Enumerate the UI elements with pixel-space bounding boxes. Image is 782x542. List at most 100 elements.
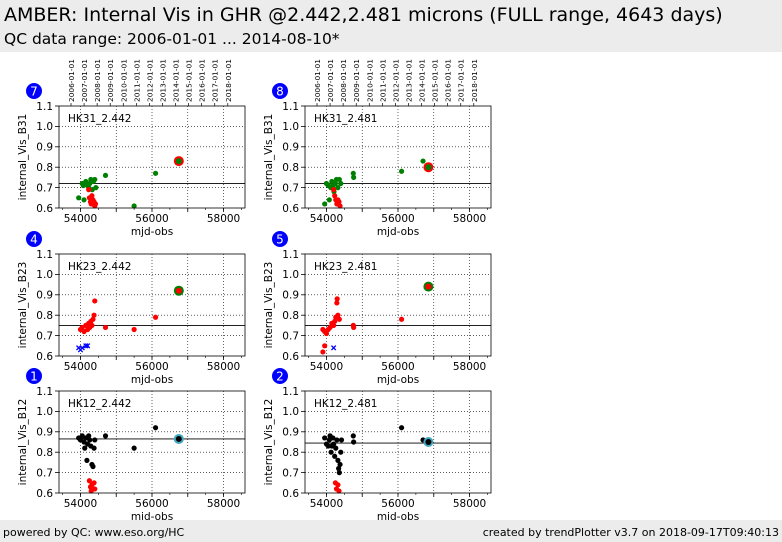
y-tick-label: 0.6 — [282, 351, 299, 363]
data-point — [89, 322, 95, 328]
y-tick-label: 0.9 — [36, 427, 53, 439]
panel-label: HK12_2.442 — [68, 398, 131, 410]
y-tick-label: 0.6 — [282, 488, 299, 500]
y-tick-label: 0.8 — [36, 447, 53, 459]
page-subtitle: QC data range: 2006-01-01 ... 2014-08-10… — [4, 30, 340, 48]
y-tick-label: 0.8 — [282, 447, 299, 459]
data-point — [131, 326, 137, 333]
data-point — [326, 197, 332, 203]
y-tick-label: 1.0 — [36, 269, 53, 281]
date-tick-label: 2017-01-01 — [211, 59, 220, 102]
x-tick-label: 58000 — [453, 361, 486, 373]
data-point — [331, 441, 337, 447]
y-tick-label: 1.1 — [282, 249, 299, 261]
x-axis-label: mjd-obs — [377, 374, 419, 386]
data-point — [420, 158, 426, 164]
data-point — [86, 478, 93, 484]
y-tick-label: 0.6 — [36, 203, 53, 215]
y-tick-label: 1.1 — [36, 249, 53, 261]
data-point — [328, 449, 334, 455]
date-tick-label: 2009-01-01 — [106, 59, 115, 102]
x-axis-label: mjd-obs — [131, 374, 173, 386]
data-point — [102, 433, 109, 439]
x-tick-label: 56000 — [381, 498, 414, 510]
date-tick-label: 2018-01-01 — [470, 59, 479, 102]
data-point — [351, 174, 357, 180]
y-tick-label: 0.9 — [36, 290, 53, 302]
data-point — [332, 318, 338, 324]
data-point — [86, 433, 92, 439]
footer-bar — [0, 520, 782, 542]
x-tick-label: 54000 — [310, 498, 343, 510]
x-tick-label: 56000 — [135, 361, 168, 373]
data-point — [337, 203, 343, 209]
x-tick-label: 58000 — [453, 498, 486, 510]
data-point — [322, 435, 328, 441]
x-tick-label: 56000 — [381, 361, 414, 373]
y-tick-label: 0.8 — [36, 162, 53, 174]
data-point — [152, 170, 159, 176]
data-point — [152, 425, 159, 431]
data-point-cross — [84, 343, 91, 349]
data-point — [87, 437, 93, 443]
y-axis-label: internal_Vis_B12 — [17, 399, 29, 486]
data-point — [337, 461, 343, 468]
data-point — [90, 463, 96, 470]
panel-label: HK31_2.442 — [68, 113, 131, 125]
y-tick-label: 1.0 — [36, 121, 53, 133]
data-point — [81, 197, 87, 203]
data-point — [152, 314, 159, 320]
data-point — [332, 193, 338, 199]
data-point — [331, 187, 337, 193]
data-point — [398, 425, 405, 431]
data-point — [82, 445, 88, 451]
date-tick-label: 2012-01-01 — [391, 59, 400, 102]
date-tick-label: 2015-01-01 — [431, 59, 440, 102]
data-point — [84, 457, 90, 463]
x-tick-label: 58000 — [207, 361, 240, 373]
data-point — [334, 300, 340, 306]
date-tick-label: 2017-01-01 — [457, 59, 466, 102]
data-point — [333, 445, 339, 451]
data-point — [338, 437, 345, 443]
y-tick-label: 0.6 — [36, 351, 53, 363]
data-point — [131, 203, 137, 209]
data-point — [92, 176, 98, 183]
x-tick-label: 54000 — [310, 213, 343, 225]
y-axis-label: internal_Vis_B12 — [263, 399, 275, 486]
date-tick-label: 2010-01-01 — [365, 59, 374, 102]
panel-number: 1 — [30, 369, 38, 383]
chart-panel-1: 54000 56000 58000 0.6 0.7 0.8 0.9 1.0 1.1 mjd-obs… — [17, 368, 246, 520]
data-point — [335, 312, 341, 318]
date-tick-label: 2013-01-01 — [158, 59, 167, 102]
panel-number-badge — [272, 83, 288, 99]
y-tick-label: 1.0 — [282, 269, 299, 281]
x-tick-label: 54000 — [64, 213, 97, 225]
data-point — [322, 201, 328, 207]
x-tick-label: 58000 — [207, 213, 240, 225]
data-point — [335, 185, 341, 191]
data-point — [338, 449, 344, 455]
y-tick-label: 0.7 — [36, 330, 53, 342]
y-tick-label: 1.0 — [282, 121, 299, 133]
date-tick-label: 2010-01-01 — [119, 59, 128, 102]
data-point — [334, 437, 340, 443]
date-tick-label: 2014-01-01 — [418, 59, 427, 102]
panel-number-badge — [26, 368, 42, 384]
data-point — [336, 488, 342, 494]
header-bar — [0, 0, 782, 52]
data-point — [336, 176, 342, 183]
y-tick-label: 1.0 — [36, 406, 53, 418]
data-point — [351, 324, 357, 331]
date-tick-label: 2009-01-01 — [352, 59, 361, 102]
data-point — [76, 195, 82, 201]
y-tick-label: 0.7 — [282, 182, 299, 194]
date-tick-label: 2016-01-01 — [444, 59, 453, 102]
chart-panel-8: 54000 56000 58000 0.6 0.7 0.8 0.9 1.0 1.1 mjd-obs… — [263, 59, 492, 238]
x-tick-label: 54000 — [64, 361, 97, 373]
date-tick-label: 2015-01-01 — [185, 59, 194, 102]
panel-number-badge — [272, 231, 288, 247]
chart-panel-2: 54000 56000 58000 0.6 0.7 0.8 0.9 1.0 1.1 mjd-obs… — [263, 368, 492, 520]
page-title: AMBER: Internal Vis in GHR @2.442,2.481 … — [4, 4, 723, 26]
date-tick-label: 2011-01-01 — [378, 59, 387, 102]
